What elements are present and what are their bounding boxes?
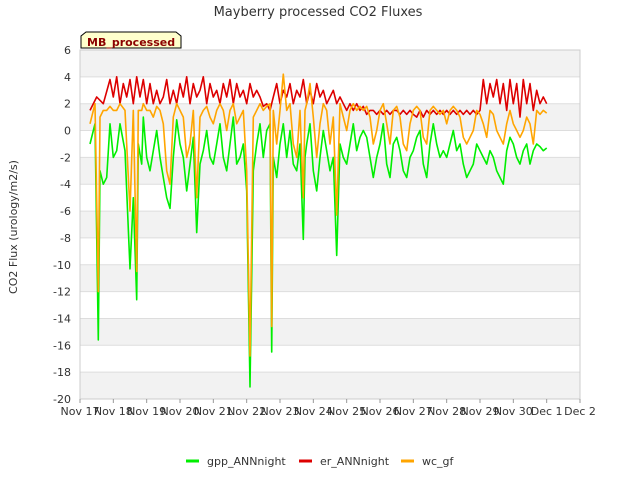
y-tick-label: -20 bbox=[53, 393, 71, 406]
legend-label-gpp_ANNnight: gpp_ANNnight bbox=[207, 455, 286, 468]
plot-band bbox=[80, 50, 580, 77]
x-tick-label: Dec 1 bbox=[531, 405, 563, 418]
badge: MB_processed bbox=[80, 31, 182, 49]
series-line-er_ANNnight bbox=[89, 76, 548, 118]
badge-box bbox=[80, 31, 182, 49]
x-tick-label: Nov 18 bbox=[94, 405, 133, 418]
y-tick-label: 2 bbox=[64, 98, 71, 111]
x-tick-label: Nov 25 bbox=[327, 405, 366, 418]
badge-label: MB_processed bbox=[87, 36, 175, 49]
plot-band bbox=[80, 211, 580, 238]
y-tick-label: 4 bbox=[64, 71, 71, 84]
y-axis-label: CO2 Flux (urology/m2/s) bbox=[7, 160, 20, 294]
y-tick-label: -16 bbox=[53, 339, 71, 352]
y-tick-label: -18 bbox=[53, 366, 71, 379]
y-tick-label: -8 bbox=[60, 232, 71, 245]
x-tick-label: Nov 24 bbox=[294, 405, 333, 418]
y-tick-label: -6 bbox=[60, 205, 71, 218]
x-tick-label: Nov 29 bbox=[461, 405, 500, 418]
x-tick-label: Nov 19 bbox=[127, 405, 166, 418]
x-tick-label: Nov 27 bbox=[394, 405, 433, 418]
plot-band bbox=[80, 103, 580, 131]
series-layer bbox=[89, 73, 548, 388]
y-tick-label: -10 bbox=[53, 259, 71, 272]
x-tick-label: Nov 21 bbox=[194, 405, 233, 418]
chart-title: Mayberry processed CO2 Fluxes bbox=[214, 5, 423, 20]
legend: gpp_ANNnight er_ANNnight wc_gf bbox=[186, 455, 455, 468]
plot-band bbox=[80, 318, 580, 346]
x-tick-label: Nov 23 bbox=[261, 405, 300, 418]
y-tick-label: 0 bbox=[64, 125, 71, 138]
x-tick-label: Dec 2 bbox=[564, 405, 596, 418]
x-tick-label: Nov 28 bbox=[427, 405, 466, 418]
x-tick-label: Nov 22 bbox=[227, 405, 266, 418]
plot-band bbox=[80, 372, 580, 399]
x-tick-label: Nov 26 bbox=[361, 405, 400, 418]
series-line-wc_gf bbox=[89, 73, 548, 357]
plot-band bbox=[80, 264, 580, 292]
y-tick-label: -12 bbox=[53, 286, 71, 299]
legend-label-er_ANNnight: er_ANNnight bbox=[320, 455, 390, 468]
series-line-gpp_ANNnight bbox=[89, 116, 548, 388]
y-tick-label: -2 bbox=[60, 151, 71, 164]
x-tick-label: Nov 20 bbox=[161, 405, 200, 418]
plot-area bbox=[79, 49, 581, 400]
x-tick-label: Nov 30 bbox=[494, 405, 533, 418]
x-tick-label: Nov 17 bbox=[61, 405, 100, 418]
y-tick-label: -14 bbox=[53, 312, 71, 325]
y-tick-label: 6 bbox=[64, 44, 71, 57]
legend-label-wc_gf: wc_gf bbox=[422, 455, 455, 468]
y-tick-label: -4 bbox=[60, 178, 71, 191]
